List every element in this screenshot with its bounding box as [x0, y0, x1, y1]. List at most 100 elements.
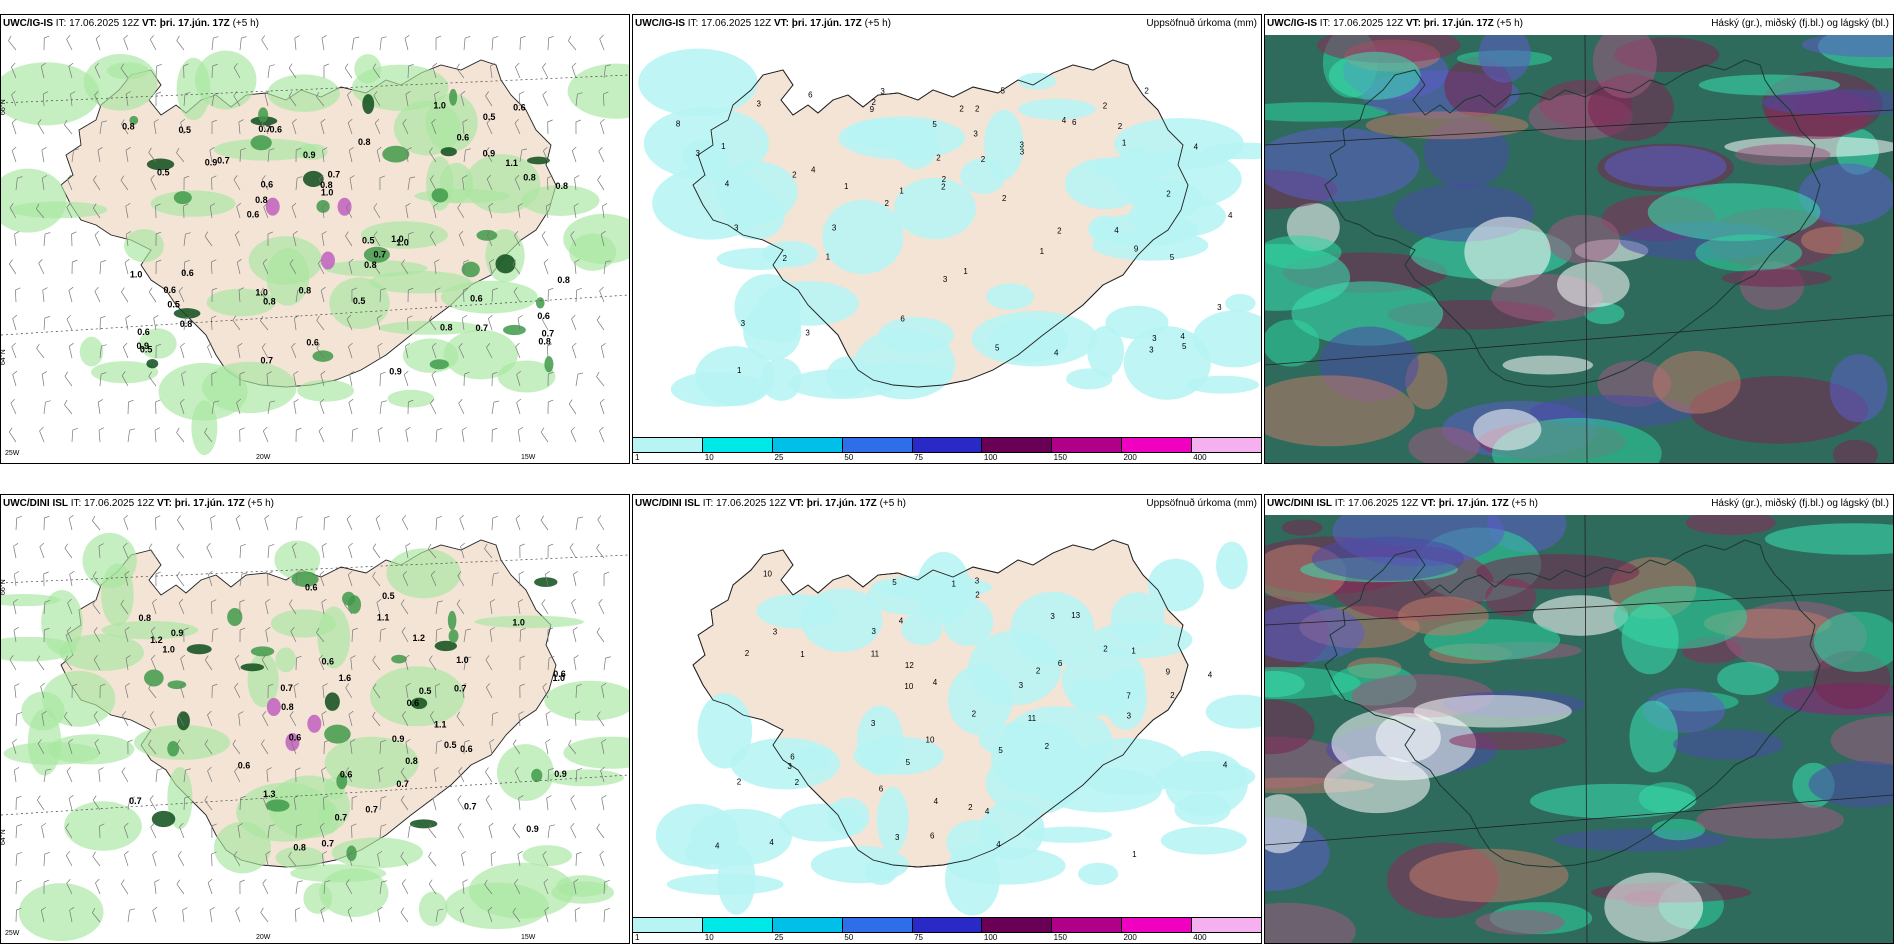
legend-label: 50 [844, 933, 854, 942]
wind-barb [295, 572, 303, 587]
precip-cell [535, 297, 545, 309]
wind-barb [233, 851, 241, 867]
legend-label: 10 [704, 933, 714, 942]
precip-value-label: 1.3 [263, 789, 276, 799]
precip-area [402, 338, 459, 373]
wind-barb [519, 148, 528, 163]
legend-swatch [772, 438, 843, 452]
wind-barb [568, 739, 577, 755]
wind-barb [350, 655, 356, 671]
accum-value-label: 2 [1103, 644, 1108, 653]
wind-barb [239, 371, 246, 387]
graticule-line [1584, 35, 1588, 463]
precip-value-label: 0.7 [365, 804, 378, 814]
wind-barb [11, 90, 17, 107]
wind-barb [485, 91, 493, 107]
wind-barb [486, 230, 493, 247]
wind-barb [323, 515, 330, 531]
accum-value-label: 4 [1062, 116, 1067, 125]
wind-barb [323, 880, 331, 895]
precip-value-label: 0.6 [289, 733, 302, 743]
accum-value-label: 3 [696, 149, 701, 158]
accum-precip-area [756, 593, 838, 629]
wind-barb [179, 822, 185, 839]
wind-barb [153, 119, 159, 135]
map-panel-4: UWC/DINI ISL IT: 17.06.2025 12Z VT: þri.… [0, 494, 630, 944]
accum-value-label: 2 [975, 591, 980, 600]
legend-label: 150 [1053, 453, 1068, 462]
wind-barb [232, 315, 241, 331]
legend-label: 25 [774, 933, 784, 942]
wind-barb [348, 258, 354, 275]
wind-barb [350, 739, 356, 755]
wind-barb [180, 342, 185, 359]
precip-area [496, 744, 554, 802]
wind-barb [600, 766, 605, 783]
wind-barb [349, 175, 355, 191]
accum-value-label: 1 [1040, 247, 1045, 256]
precip-value-label: 0.9 [554, 769, 567, 779]
wind-barb [599, 850, 605, 867]
precip-cell [346, 845, 357, 862]
precip-value-label: 0.6 [306, 338, 319, 348]
precip-value-label: 0.9 [392, 734, 405, 744]
legend-bar [633, 917, 1261, 933]
wind-barb [431, 342, 437, 359]
cloud-blob [1397, 596, 1489, 636]
cloud-blob [1265, 699, 1315, 755]
wind-barb [545, 570, 550, 587]
precip-value-label: 0.7 [260, 355, 273, 365]
wind-barb [573, 879, 579, 895]
cloud-blob [1408, 426, 1480, 463]
valid-time: VT: þri. 17.jún. 17Z [773, 18, 862, 29]
wind-barb [124, 258, 130, 275]
wind-barb [43, 35, 50, 51]
wind-barb [515, 62, 521, 79]
accum-value-label: 12 [905, 661, 914, 670]
precip-value-label: 0.9 [526, 824, 539, 834]
wind-barb [514, 118, 521, 135]
iceland-coastline [1324, 539, 1821, 868]
wind-barb [124, 850, 129, 867]
precip-area [275, 647, 296, 673]
cloud-blob [1413, 694, 1572, 728]
wind-barb [150, 626, 157, 643]
cloud-blob [1764, 523, 1893, 555]
wind-barb [295, 823, 302, 839]
lon-label-25: 25W [5, 930, 20, 937]
cloud-blob [1734, 144, 1831, 166]
wind-barb [400, 795, 409, 811]
cloud-blob [1265, 102, 1389, 122]
wind-barb [349, 370, 355, 387]
wind-barb [267, 400, 276, 415]
wind-barb [11, 342, 17, 359]
wind-barb [485, 655, 493, 671]
wind-barb [69, 570, 75, 587]
lead-time: (+5 h) [864, 18, 891, 29]
wind-barb [148, 543, 157, 559]
precip-value-label: 0.8 [364, 260, 377, 270]
panel-title: UWC/DINI ISL IT: 17.06.2025 12Z VT: þri.… [635, 498, 906, 509]
wind-barb [37, 795, 45, 811]
precip-area [18, 883, 104, 942]
wind-barb [379, 287, 386, 303]
wind-barb [179, 398, 185, 415]
wind-barb [462, 175, 468, 191]
cloud-blob [1478, 35, 1531, 83]
accum-precip-area [1155, 761, 1256, 792]
iceland-coastline [692, 59, 1189, 388]
wind-barb [457, 823, 465, 839]
wind-barb [295, 655, 302, 671]
accum-precip-area [1018, 98, 1096, 120]
wind-barb [67, 598, 73, 615]
accum-precip-area [1192, 310, 1261, 368]
wind-barb [261, 655, 269, 671]
wind-barb [462, 119, 468, 135]
model-name: UWC/DINI ISL [635, 498, 700, 509]
wind-barb [267, 544, 275, 559]
wind-barb [487, 314, 493, 331]
accum-value-label: 5 [932, 120, 937, 129]
wind-barb [458, 399, 465, 415]
iceland-coastline [692, 539, 1189, 868]
wind-barb [93, 655, 101, 671]
